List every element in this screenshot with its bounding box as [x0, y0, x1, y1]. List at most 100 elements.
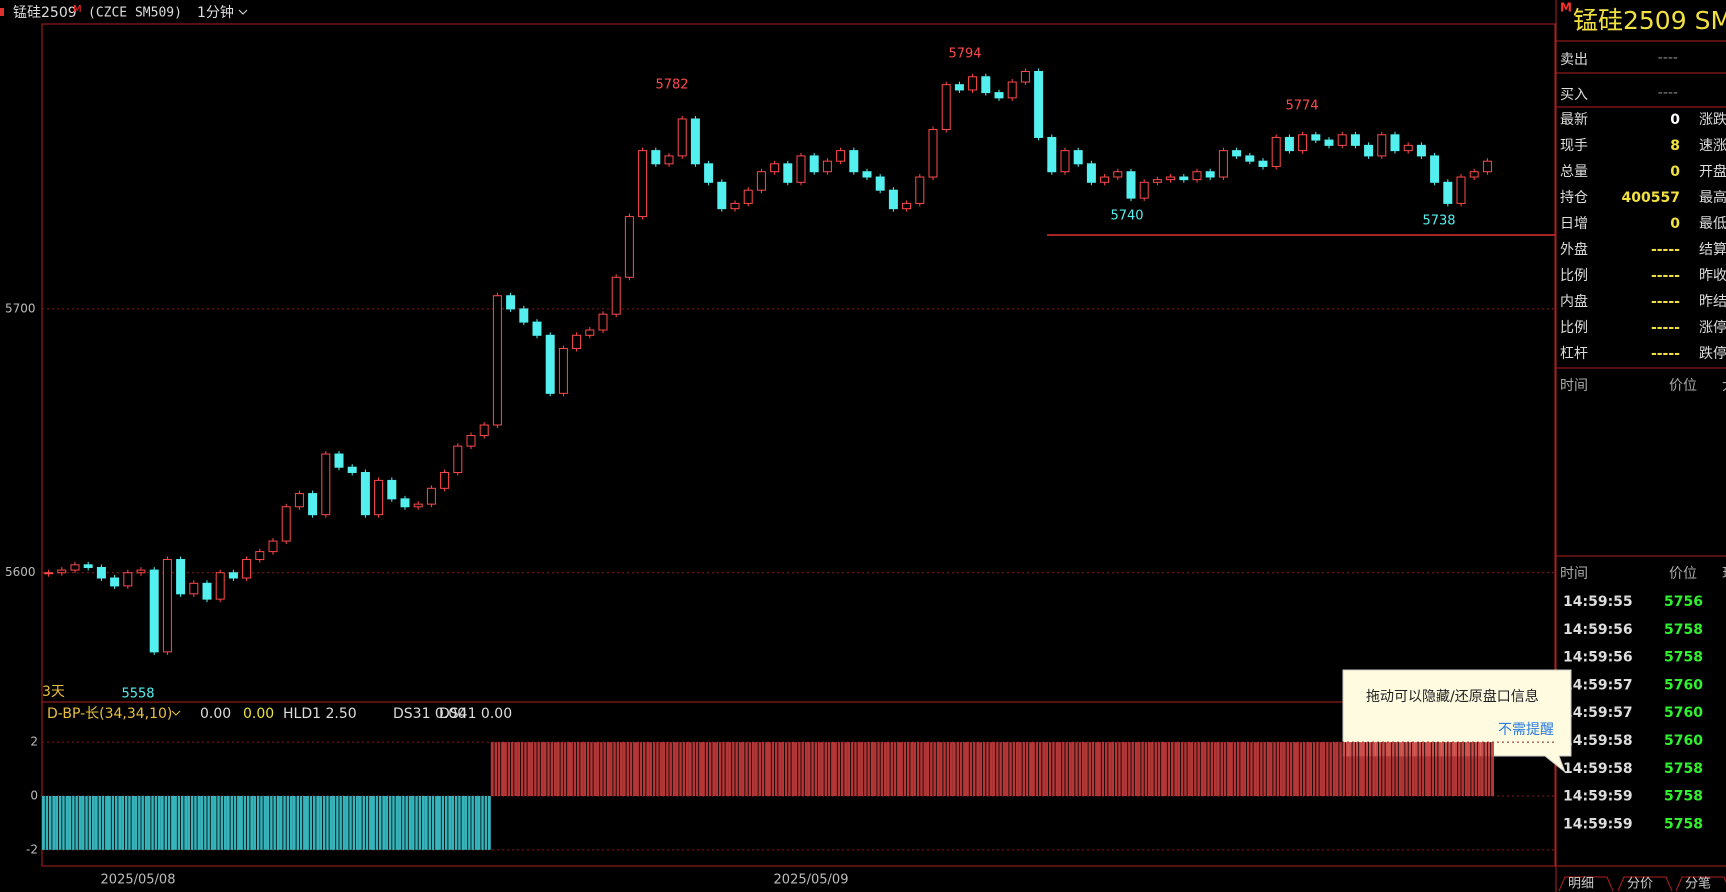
candle-body [1311, 134, 1321, 141]
candle-body [136, 569, 146, 574]
candle-body [1139, 181, 1149, 199]
candle-body [189, 582, 199, 595]
candle-body [1469, 171, 1479, 178]
candle-body [255, 551, 265, 561]
candle-body [281, 506, 291, 542]
extreme-label: 5774 [1285, 99, 1318, 114]
candle-body [545, 334, 555, 394]
quote-value: 8 [1670, 138, 1680, 154]
candle-body [440, 471, 450, 489]
candle-body [453, 445, 463, 473]
candle-body [836, 150, 846, 162]
flag: M [73, 4, 82, 15]
x-tick-label: 2025/05/09 [774, 873, 849, 888]
candle-body [1100, 176, 1110, 183]
candle-body [400, 498, 410, 508]
candle-body [492, 295, 502, 426]
candle-body [347, 466, 357, 473]
quote-label: 日增 [1560, 216, 1588, 232]
tooltip-text: 拖动可以隐藏/还原盘口信息 [1366, 688, 1539, 705]
readout: DS31 0.00 [393, 706, 466, 722]
candle-body [532, 321, 542, 336]
candle-body [519, 308, 529, 323]
quote-label: 涨停 [1699, 319, 1726, 336]
quote-label: 昨结 [1699, 294, 1726, 310]
quote-value: ----- [1651, 242, 1680, 258]
quote-label: 比例 [1560, 268, 1588, 284]
candle-body [1192, 171, 1202, 181]
candle-body [1073, 150, 1083, 165]
candle-body [1324, 139, 1334, 146]
trade-price: 5758 [1664, 761, 1703, 777]
trade-price: 5758 [1664, 816, 1703, 832]
table-header: 现 [1722, 566, 1726, 582]
candle-body [44, 572, 54, 575]
exchange: (CZCE SM509) [88, 6, 182, 21]
candle-body [1456, 176, 1466, 204]
candle-body [1430, 155, 1440, 183]
candle-body [968, 76, 978, 91]
y-tick-label: 0 [30, 789, 38, 803]
candle-body [585, 329, 595, 336]
tab-label[interactable]: 分笔 [1685, 876, 1711, 892]
candle-body [1205, 171, 1215, 178]
candle-body [228, 572, 238, 579]
tab[interactable] [1558, 876, 1614, 892]
candle-body [809, 155, 819, 173]
candle-body [611, 276, 621, 315]
readout: 0.00 [200, 706, 231, 722]
tooltip-dismiss[interactable]: 不需提醒 [1498, 722, 1554, 738]
candle-body [1350, 134, 1360, 146]
candle-body [690, 118, 700, 165]
quote-label: 持仓 [1560, 190, 1588, 206]
candle-body [1482, 160, 1492, 173]
period-chevron[interactable] [238, 9, 248, 15]
trade-time: 14:59:58 [1563, 733, 1633, 749]
candle-body [915, 176, 925, 204]
table-header: 价位 [1669, 566, 1697, 582]
quote-value: 400557 [1622, 190, 1680, 206]
candle-body [215, 572, 225, 600]
candle-body [677, 118, 687, 157]
quote-label: 杠杆 [1560, 346, 1588, 362]
quote-value: ----- [1651, 268, 1680, 284]
indicator-title[interactable]: D-BP-长(34,34,10) [47, 706, 172, 722]
sell-label: 卖出 [1560, 52, 1588, 68]
candle-body [743, 189, 753, 204]
candle-body [1060, 150, 1070, 173]
indicator-chevron[interactable] [171, 710, 181, 716]
tab-label[interactable]: 明细 [1568, 877, 1594, 892]
x-tick-label: 2025/05/08 [101, 873, 176, 888]
tab-label[interactable]: 分价 [1627, 877, 1653, 892]
period[interactable]: 1分钟 [197, 4, 234, 21]
quote-label: 跌停 [1699, 345, 1726, 362]
trade-price: 5758 [1664, 650, 1703, 666]
candle-body [1258, 160, 1268, 167]
candle-body [941, 84, 951, 131]
extreme-label: 5782 [655, 78, 688, 93]
candle-body [928, 129, 938, 178]
trade-price: 5758 [1664, 789, 1703, 805]
candle-body [770, 163, 780, 173]
sell-value: ---- [1658, 50, 1678, 66]
candle-body [849, 150, 859, 173]
candle-body [756, 171, 766, 191]
candle-body [1020, 70, 1030, 83]
candle-body [1047, 136, 1057, 173]
tab[interactable] [1617, 876, 1673, 892]
candle-body [308, 493, 318, 516]
trade-time: 14:59:57 [1563, 677, 1633, 693]
candle-body [321, 453, 331, 516]
candle-body [334, 453, 344, 468]
quote-label: 内盘 [1560, 293, 1588, 310]
candle-body [717, 181, 727, 210]
tab[interactable] [1675, 876, 1726, 892]
candle-body [1126, 171, 1136, 199]
quote-value: ----- [1651, 346, 1680, 362]
buy-value: ---- [1658, 85, 1678, 101]
candle-body [783, 163, 793, 183]
candle-body [83, 564, 93, 568]
